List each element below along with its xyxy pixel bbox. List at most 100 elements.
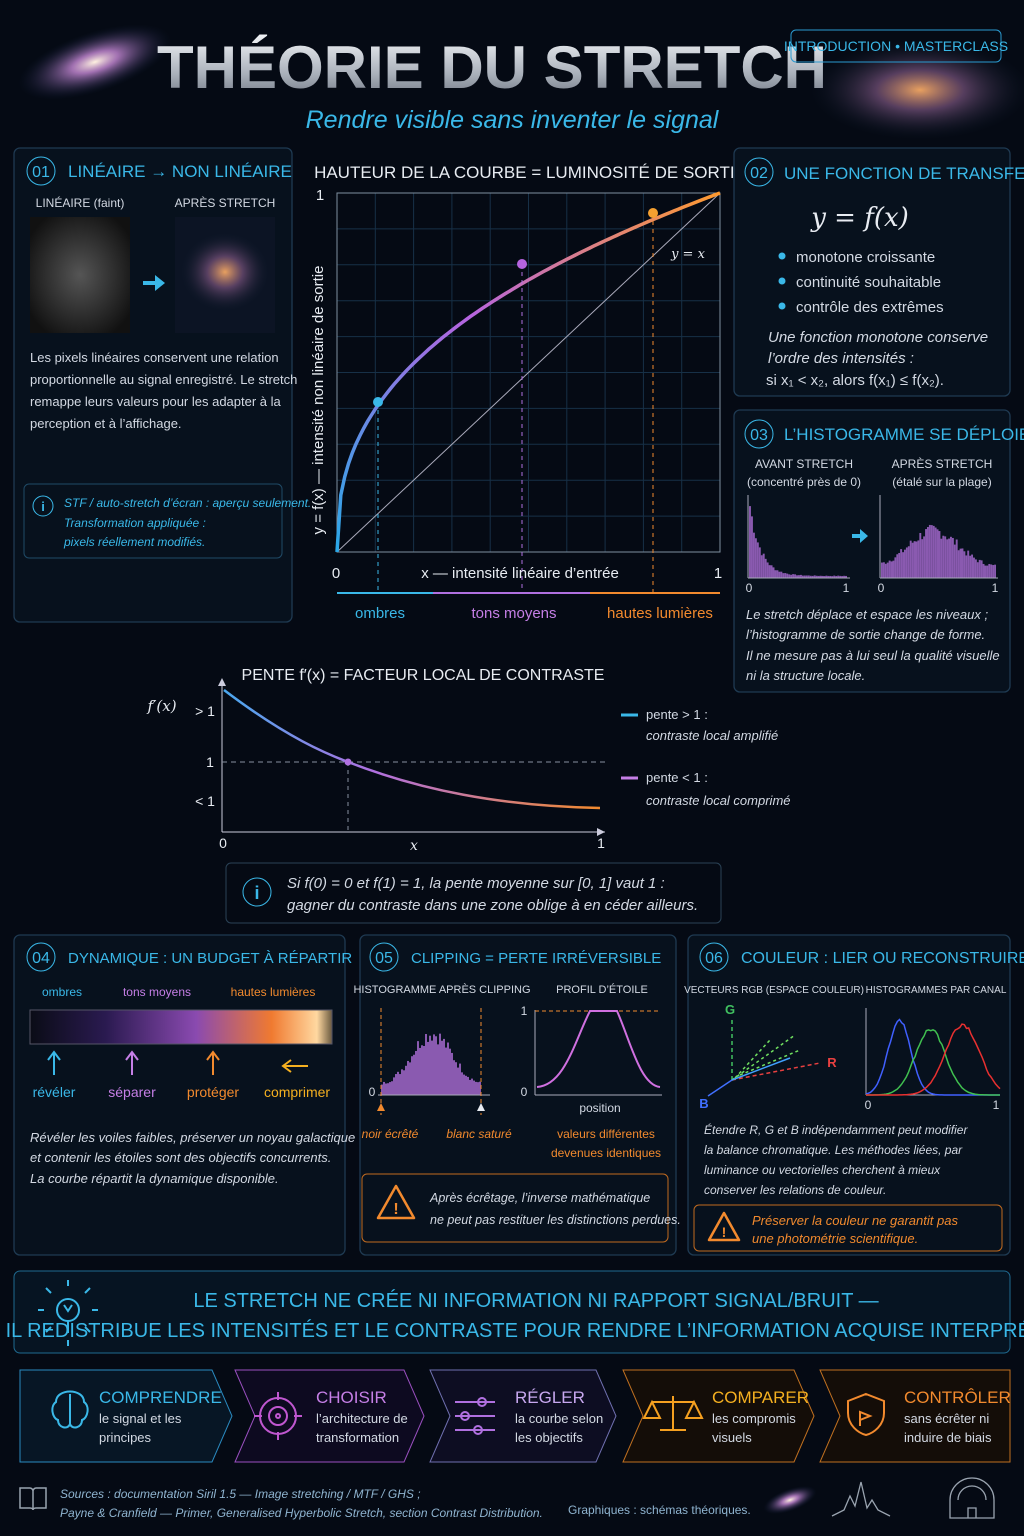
hist-bin bbox=[817, 575, 820, 578]
slope-curve bbox=[223, 689, 601, 810]
hist-bin bbox=[799, 574, 802, 578]
hist-bin bbox=[419, 1047, 421, 1095]
hist-bin bbox=[752, 532, 755, 578]
hist-bin bbox=[971, 554, 973, 578]
warning-box bbox=[361, 1173, 669, 1243]
step-desc: principes bbox=[99, 1430, 152, 1445]
panel-title: LINÉAIRE → NON LINÉAIRE bbox=[68, 162, 292, 181]
hist-bin bbox=[965, 555, 968, 578]
hist-bin bbox=[397, 1071, 399, 1095]
hist-bin bbox=[401, 1069, 403, 1095]
hist-bin bbox=[465, 1075, 467, 1095]
r-axis bbox=[731, 1062, 821, 1081]
hist-bin bbox=[387, 1083, 389, 1095]
warning-icon bbox=[707, 1211, 741, 1242]
hist-bin bbox=[756, 542, 759, 578]
axis-tick: 0 bbox=[865, 1098, 872, 1112]
hist-bin bbox=[429, 1035, 431, 1095]
galaxy-decor bbox=[763, 1485, 817, 1515]
clipped-histogram bbox=[381, 1033, 481, 1095]
profile-decor bbox=[831, 1481, 891, 1517]
hist-bin bbox=[942, 535, 945, 578]
hist-bin bbox=[932, 525, 935, 578]
badge-num: 04 bbox=[32, 950, 50, 967]
axis-tick: > 1 bbox=[195, 703, 215, 719]
hist-bin bbox=[457, 1067, 459, 1095]
hist-bin bbox=[980, 560, 983, 578]
hist-bin bbox=[963, 551, 966, 578]
body-text: conserver les relations de couleur. bbox=[704, 1183, 886, 1197]
info-icon-glyph: i bbox=[41, 499, 45, 514]
note-text: Transformation appliquée : bbox=[64, 516, 206, 530]
hist-bin bbox=[459, 1063, 461, 1095]
step-chevron bbox=[819, 1369, 1011, 1463]
hist-bin bbox=[969, 555, 972, 578]
body-text: Le stretch déplace et espace les niveaux… bbox=[746, 607, 988, 622]
body-text: la balance chromatique. Les méthodes lié… bbox=[704, 1143, 963, 1157]
hist-bin bbox=[409, 1062, 411, 1095]
dynamic-bar bbox=[29, 1009, 333, 1045]
axis-tick: 0 bbox=[878, 581, 885, 595]
hist-bin bbox=[973, 557, 975, 578]
formula: y = f(x) bbox=[810, 203, 909, 233]
hist-bin bbox=[774, 570, 777, 578]
hist-bin bbox=[391, 1081, 393, 1095]
panel bbox=[359, 934, 677, 1256]
hist-bin bbox=[984, 565, 987, 578]
green-histogram bbox=[866, 1028, 1000, 1096]
axis-tick: 0 bbox=[521, 1085, 528, 1099]
hist-bin bbox=[441, 1040, 443, 1095]
action-label: protéger bbox=[187, 1084, 239, 1100]
hist-bin bbox=[445, 1047, 447, 1095]
axis-tick: 0 bbox=[746, 581, 753, 595]
zone-label: hautes lumières bbox=[607, 605, 713, 622]
hist-bin bbox=[909, 540, 912, 578]
body-text: l’histogramme de sortie change de forme. bbox=[746, 627, 985, 642]
panel-title: UNE FONCTION DE TRANSFERT bbox=[784, 164, 1024, 183]
badge bbox=[26, 942, 56, 972]
badge bbox=[744, 157, 774, 187]
hist-bin bbox=[917, 540, 920, 578]
curve-point bbox=[373, 397, 383, 407]
hist-bin bbox=[959, 548, 962, 578]
step-title: CONTRÔLER bbox=[904, 1388, 1011, 1407]
hist-bin bbox=[407, 1060, 409, 1095]
arrow bbox=[206, 1050, 220, 1075]
curve-point bbox=[517, 259, 527, 269]
grid bbox=[337, 193, 720, 552]
hist-bin bbox=[425, 1033, 427, 1095]
axis-tick: 1 bbox=[597, 835, 605, 851]
hist-bin bbox=[463, 1074, 465, 1095]
tag-box bbox=[790, 29, 1002, 63]
step-chevron bbox=[19, 1369, 233, 1463]
body-text: ni la structure locale. bbox=[746, 668, 865, 683]
hist-label: AVANT STRETCH bbox=[755, 457, 853, 471]
banner-text: IL REDISTRIBUE LES INTENSITÉS ET LE CONT… bbox=[6, 1319, 1024, 1342]
subtitle: Rendre visible sans inventer le signal bbox=[306, 106, 720, 134]
body-text: Les pixels linéaires conservent une rela… bbox=[30, 350, 279, 365]
axis-tick: 0 bbox=[369, 1085, 376, 1099]
hist-bin bbox=[455, 1062, 457, 1095]
note-box bbox=[23, 483, 283, 559]
axis-tick: 1 bbox=[521, 1004, 528, 1018]
y-axis-label: f′(x) bbox=[146, 697, 176, 715]
hist-bin bbox=[786, 573, 789, 578]
image-label: LINÉAIRE (faint) bbox=[36, 195, 125, 210]
hist-bin bbox=[794, 574, 797, 578]
arrow bbox=[125, 1050, 139, 1075]
hist-bin bbox=[760, 555, 763, 578]
hist-bin bbox=[813, 575, 816, 578]
hist-bin bbox=[938, 531, 941, 578]
hist-bin bbox=[788, 574, 791, 578]
badge-num: 02 bbox=[750, 165, 768, 182]
hist-bin bbox=[843, 575, 846, 578]
step-title: CHOISIR bbox=[316, 1388, 387, 1407]
hist-bin bbox=[930, 525, 933, 578]
info-icon bbox=[242, 877, 272, 907]
hist-bin bbox=[471, 1078, 473, 1095]
hist-bin bbox=[772, 567, 775, 578]
hist-bin bbox=[796, 575, 798, 578]
chart-title: HAUTEUR DE LA COURBE = LUMINOSITÉ DE SOR… bbox=[314, 163, 746, 182]
hist-bin bbox=[423, 1045, 425, 1095]
